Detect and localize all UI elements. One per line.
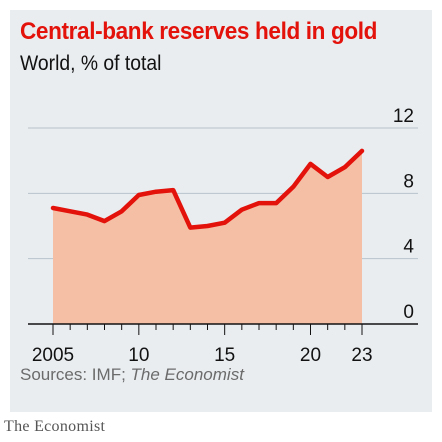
x-tick-label-20: 20 xyxy=(300,345,321,366)
y-tick-label-4: 4 xyxy=(403,237,414,258)
chart-title: Central-bank reserves held in gold xyxy=(20,18,378,45)
tick-labels: 2005 10 15 20 23 12 8 4 0 xyxy=(32,106,415,366)
x-tick-label-23: 23 xyxy=(351,345,372,366)
y-tick-label-0: 0 xyxy=(403,302,414,323)
source-italic: The Economist xyxy=(130,365,244,384)
x-tick-label-2005: 2005 xyxy=(32,345,74,366)
series-line xyxy=(50,148,365,230)
x-tick-label-15: 15 xyxy=(214,345,235,366)
series-area xyxy=(53,150,362,324)
y-tick-label-12: 12 xyxy=(393,106,414,127)
x-tick-label-10: 10 xyxy=(128,345,149,366)
source-note: Sources: IMF; The Economist xyxy=(20,365,244,385)
brand-logo: The Economist xyxy=(4,418,106,435)
source-prefix: Sources: IMF; xyxy=(20,365,131,384)
x-axis xyxy=(28,323,418,335)
chart-subtitle: World, % of total xyxy=(20,52,162,75)
y-tick-label-8: 8 xyxy=(403,171,414,192)
